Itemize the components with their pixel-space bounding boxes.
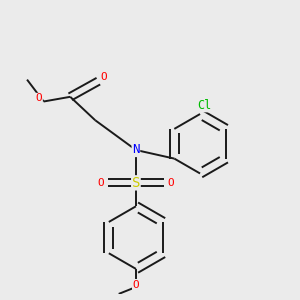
Text: O: O [98,178,104,188]
Text: O: O [168,178,174,188]
Text: O: O [36,93,42,103]
Text: S: S [132,176,140,190]
Text: O: O [100,72,107,82]
Text: N: N [132,143,140,157]
Text: O: O [133,280,139,290]
Text: Cl: Cl [198,99,212,112]
